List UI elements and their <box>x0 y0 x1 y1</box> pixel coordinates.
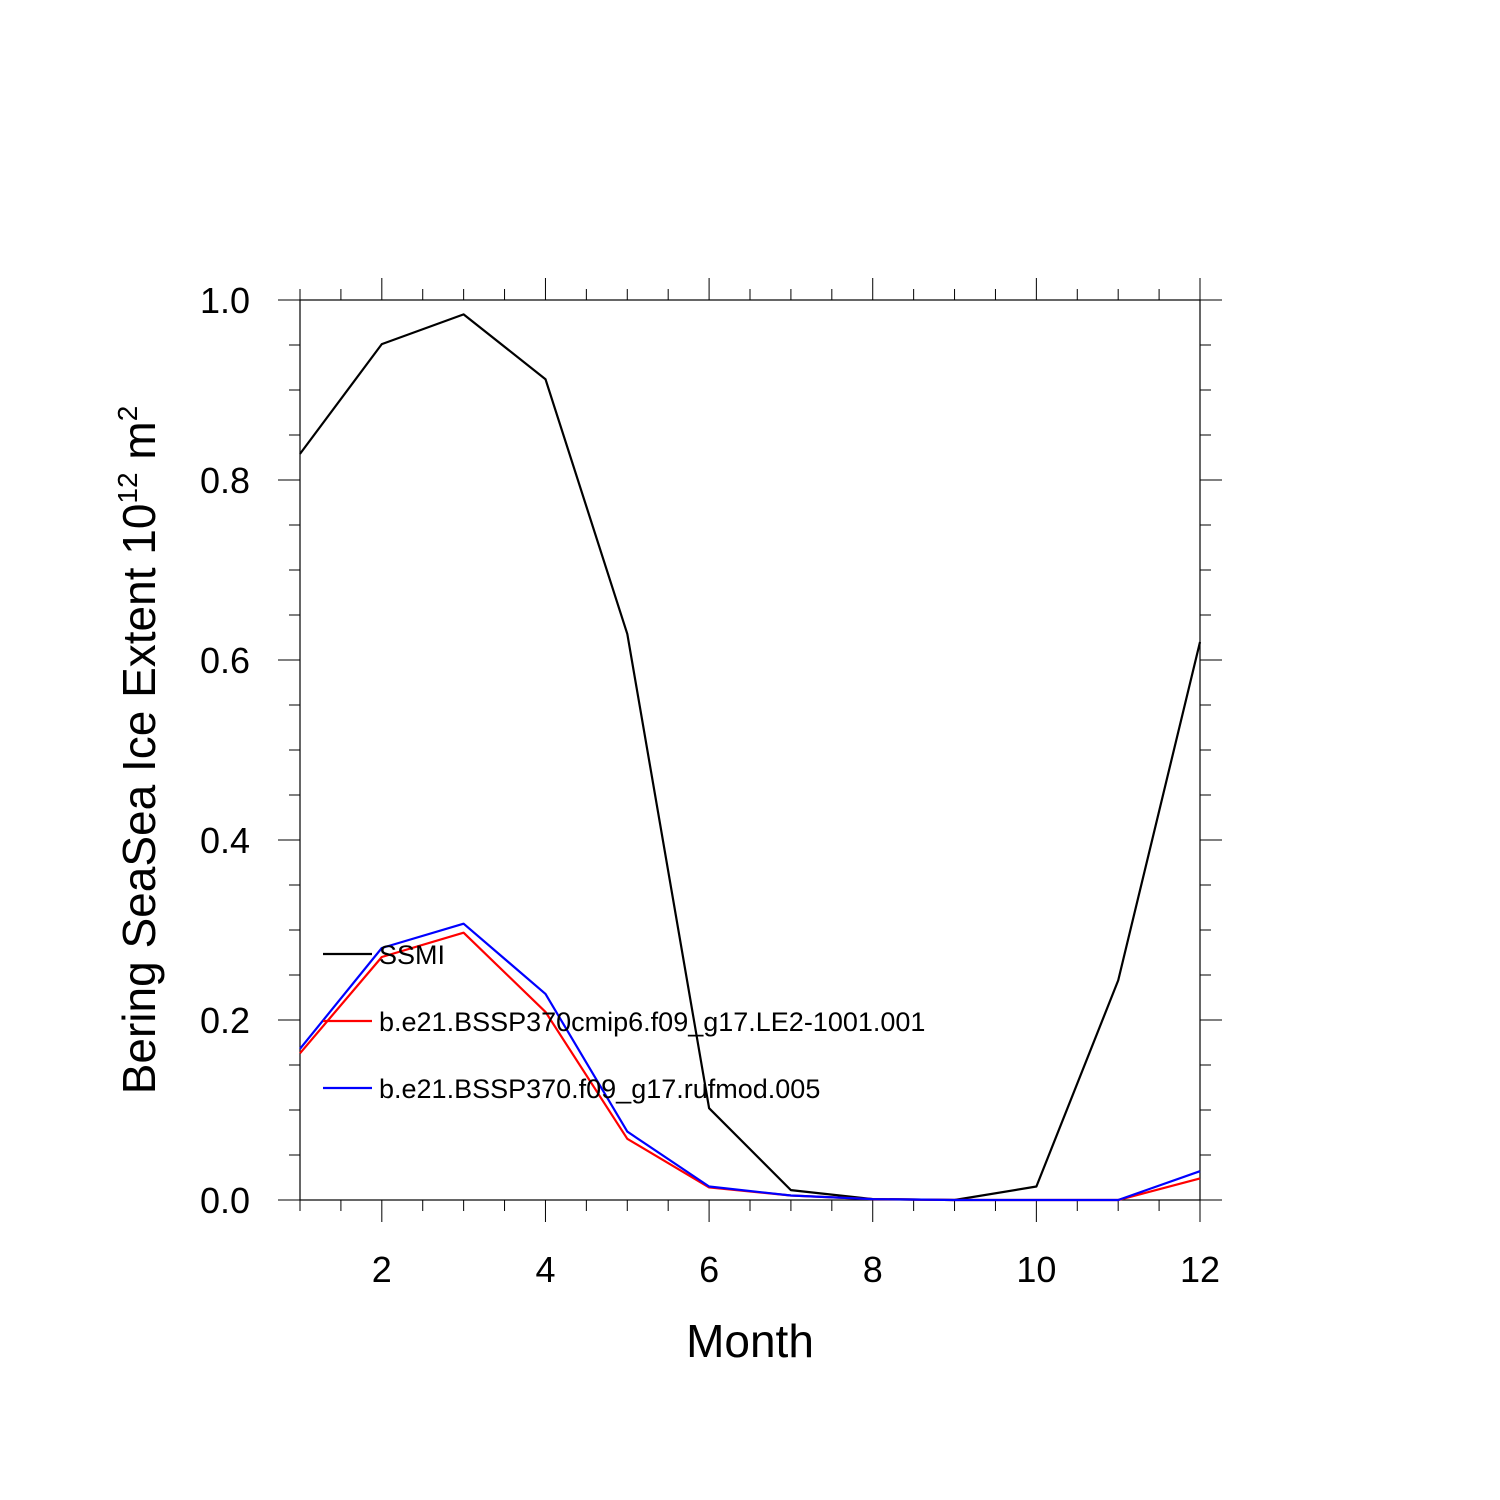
y-tick-label: 0.0 <box>200 1180 250 1221</box>
legend: SSMI b.e21.BSSP370cmip6.f09_g17.LE2-1001.… <box>323 940 925 1104</box>
major-ticks <box>278 278 1222 1222</box>
x-tick-label: 6 <box>699 1249 719 1290</box>
x-tick-label: 2 <box>372 1249 392 1290</box>
x-tick-label: 12 <box>1180 1249 1220 1290</box>
series-line-3 <box>299 922 1201 1202</box>
y-tick-label: 0.8 <box>200 460 250 501</box>
series-line-1 <box>299 313 1202 1202</box>
y-axis-title-unit-exponent: 2 <box>112 406 143 422</box>
y-tick-label: 0.2 <box>200 1000 250 1041</box>
y-axis-title: Bering SeaSea Ice Extent 1012 m2 <box>112 406 165 1095</box>
y-axis-title-unit: m <box>113 421 165 472</box>
plot-frame <box>299 299 1201 1201</box>
y-tick-label: 1.0 <box>200 280 250 321</box>
x-tick-label: 10 <box>1016 1249 1056 1290</box>
y-tick-label: 0.6 <box>200 640 250 681</box>
series-line-2 <box>299 931 1201 1202</box>
minor-ticks <box>289 289 1211 1211</box>
y-tick-label: 0.4 <box>200 820 250 861</box>
y-axis-title-exponent: 12 <box>112 472 143 503</box>
x-tick-label: 8 <box>863 1249 883 1290</box>
x-tick-label: 4 <box>535 1249 555 1290</box>
x-tick-labels: 2 4 6 8 10 12 <box>372 1249 1220 1290</box>
x-axis-title: Month <box>686 1315 814 1367</box>
y-axis-title-main: Bering SeaSea Ice Extent 10 <box>113 504 165 1095</box>
legend-label: SSMI <box>379 940 445 970</box>
y-tick-labels: 0.0 0.2 0.4 0.6 0.8 1.0 <box>200 280 250 1221</box>
series-lines <box>299 313 1202 1202</box>
legend-label: b.e21.BSSP370cmip6.f09_g17.LE2-1001.001 <box>379 1007 925 1037</box>
legend-label: b.e21.BSSP370.f09_g17.rufmod.005 <box>379 1074 820 1104</box>
